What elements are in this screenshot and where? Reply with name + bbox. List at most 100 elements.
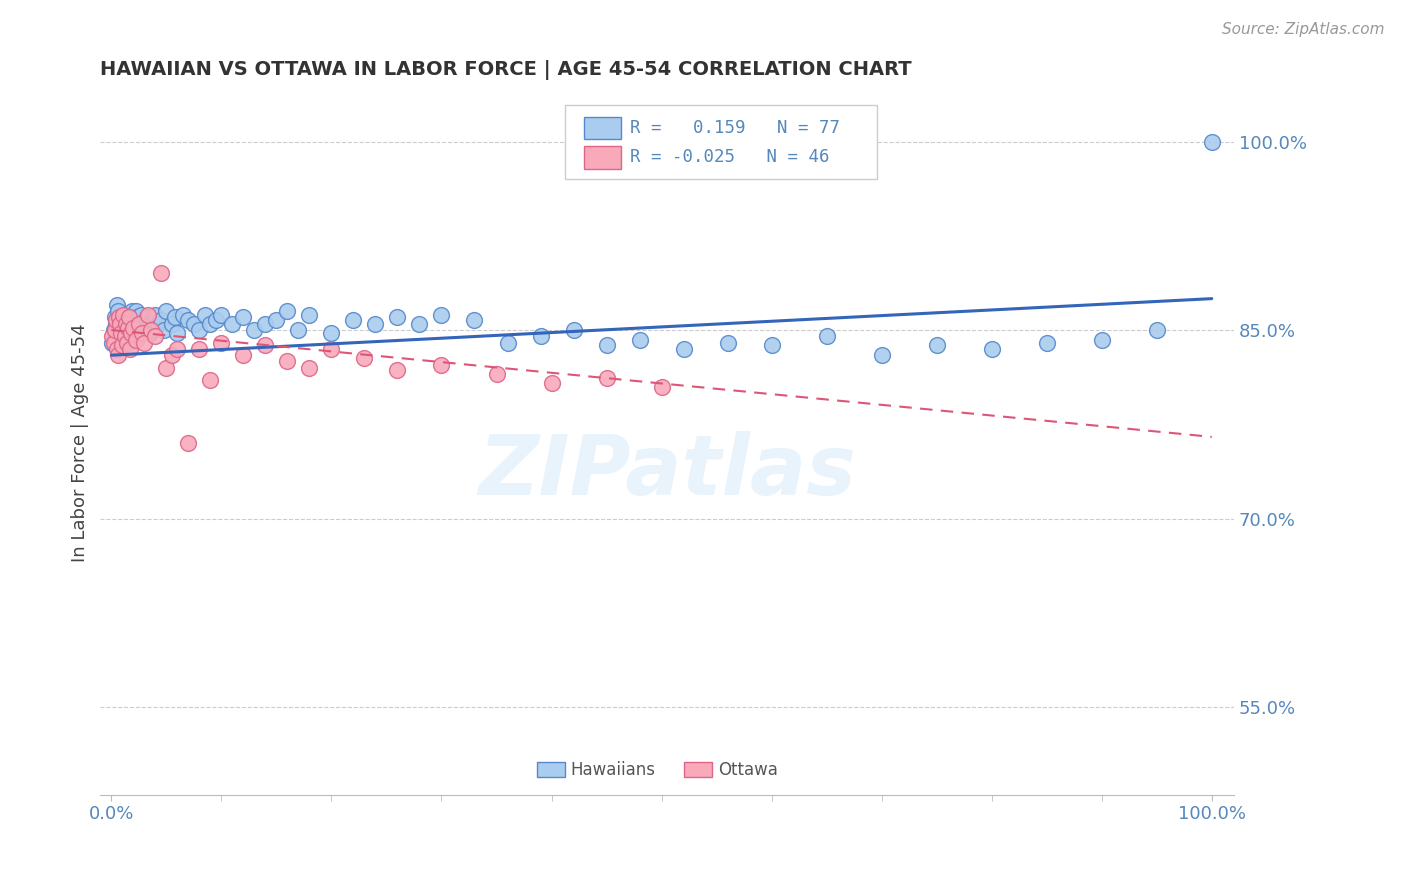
Point [266, 313, 288, 327]
Point [121, 304, 143, 318]
Point [321, 326, 343, 340]
Point [104, 323, 127, 337]
Point [761, 338, 783, 352]
Point [122, 317, 145, 331]
Point [166, 342, 188, 356]
Point [114, 329, 136, 343]
Text: ZIPatlas: ZIPatlas [478, 431, 856, 512]
Point [177, 313, 200, 327]
Point [149, 313, 172, 327]
Point [120, 326, 142, 340]
Point [139, 323, 162, 337]
Point [172, 308, 194, 322]
Text: R = -0.025   N = 46: R = -0.025 N = 46 [630, 148, 830, 167]
Text: Ottawa: Ottawa [718, 761, 778, 779]
Point [276, 354, 298, 368]
Point [353, 351, 375, 365]
Point [651, 379, 673, 393]
Point [595, 371, 617, 385]
Point [243, 323, 266, 337]
Point [364, 317, 387, 331]
Point [101, 329, 124, 343]
Point [117, 320, 139, 334]
Bar [585, 146, 620, 169]
Point [107, 348, 129, 362]
Point [142, 313, 165, 327]
Point [342, 313, 364, 327]
Point [408, 317, 430, 331]
Point [232, 310, 254, 325]
Point [387, 363, 409, 377]
Point [101, 335, 124, 350]
Point [108, 317, 131, 331]
Point [430, 358, 453, 372]
Point [232, 348, 254, 362]
Point [276, 304, 298, 318]
Point [540, 376, 562, 390]
Point [153, 323, 176, 337]
Point [463, 313, 485, 327]
Point [254, 317, 277, 331]
Point [387, 310, 409, 325]
Point [1146, 323, 1168, 337]
Point [287, 323, 309, 337]
Point [134, 335, 156, 350]
Y-axis label: In Labor Force | Age 45-54: In Labor Force | Age 45-54 [72, 324, 89, 563]
Point [111, 338, 134, 352]
Point [145, 308, 167, 322]
Bar [537, 762, 565, 778]
Point [125, 310, 148, 325]
Point [115, 335, 138, 350]
Point [110, 326, 132, 340]
Point [177, 436, 200, 450]
Point [108, 323, 131, 337]
Point [129, 308, 152, 322]
Point [166, 326, 188, 340]
Point [209, 335, 232, 350]
Point [136, 308, 159, 322]
Point [188, 342, 211, 356]
Point [595, 338, 617, 352]
Point [134, 323, 156, 337]
Point [149, 267, 172, 281]
Point [145, 329, 167, 343]
Text: R =   0.159   N = 77: R = 0.159 N = 77 [630, 119, 839, 136]
Point [114, 317, 136, 331]
Point [321, 342, 343, 356]
Point [107, 304, 129, 318]
Point [110, 310, 132, 325]
Point [114, 308, 136, 322]
Point [562, 323, 585, 337]
Point [155, 360, 177, 375]
Point [209, 308, 232, 322]
Point [980, 342, 1002, 356]
Point [114, 323, 136, 337]
FancyBboxPatch shape [565, 105, 877, 179]
Point [135, 310, 157, 325]
Point [254, 338, 277, 352]
Point [200, 317, 222, 331]
Point [430, 308, 453, 322]
Point [716, 335, 738, 350]
Point [205, 313, 228, 327]
Point [165, 310, 187, 325]
Point [120, 342, 142, 356]
Point [112, 317, 135, 331]
Point [105, 329, 128, 343]
Point [815, 329, 838, 343]
Point [105, 298, 128, 312]
Point [529, 329, 551, 343]
Point [103, 323, 125, 337]
Point [124, 313, 146, 327]
Point [1035, 335, 1057, 350]
Point [870, 348, 893, 362]
Text: Source: ZipAtlas.com: Source: ZipAtlas.com [1222, 22, 1385, 37]
Point [124, 304, 146, 318]
Point [118, 310, 141, 325]
Point [160, 317, 183, 331]
Point [120, 326, 142, 340]
Point [104, 313, 127, 327]
Text: HAWAIIAN VS OTTAWA IN LABOR FORCE | AGE 45-54 CORRELATION CHART: HAWAIIAN VS OTTAWA IN LABOR FORCE | AGE … [100, 60, 912, 79]
Point [628, 333, 651, 347]
Point [160, 348, 183, 362]
